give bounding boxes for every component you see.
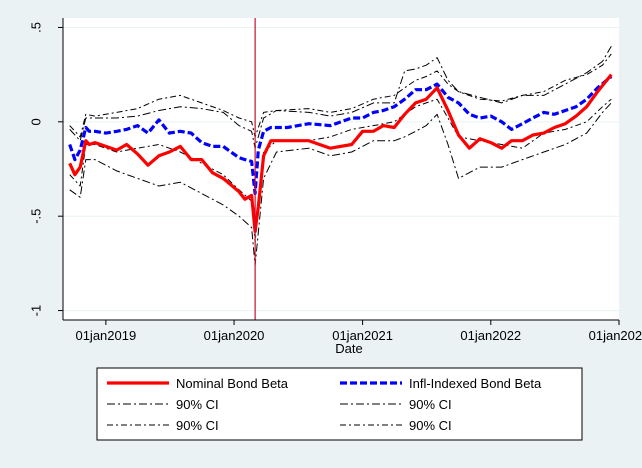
legend-label: Nominal Bond Beta — [176, 376, 289, 391]
y-tick-label: -.5 — [28, 209, 43, 224]
legend-label: 90% CI — [409, 397, 452, 412]
series-line-4 — [69, 53, 612, 138]
x-tick-label: 01jan2022 — [460, 328, 521, 343]
y-tick-label: 0 — [28, 118, 43, 125]
series-line-2 — [69, 46, 612, 149]
series-line-3 — [69, 102, 612, 266]
plot-area — [63, 18, 619, 320]
legend: Nominal Bond Beta Infl-Indexed Bond Beta 9… — [96, 367, 583, 441]
y-tick-label: .5 — [28, 22, 43, 33]
legend-box — [96, 367, 583, 441]
x-tick-label: 01jan2020 — [204, 328, 265, 343]
x-tick-label: 01jan2023 — [589, 328, 642, 343]
series-line-0 — [68, 73, 613, 233]
series-layer — [68, 46, 613, 266]
series-line-1 — [68, 75, 613, 196]
x-tick-label: 01jan2019 — [75, 328, 136, 343]
y-tick-label: -1 — [28, 305, 43, 317]
series-line-5 — [69, 98, 612, 244]
legend-label: 90% CI — [176, 418, 219, 433]
x-tick-label: 01jan2021 — [332, 328, 393, 343]
legend-label: Infl-Indexed Bond Beta — [409, 376, 542, 391]
axes: -1 -.5 0 .5 01jan2019 01jan2020 01jan2021 01jan… — [28, 18, 642, 343]
x-axis-title: Date — [335, 341, 362, 356]
legend-label: 90% CI — [409, 418, 452, 433]
legend-label: 90% CI — [176, 397, 219, 412]
